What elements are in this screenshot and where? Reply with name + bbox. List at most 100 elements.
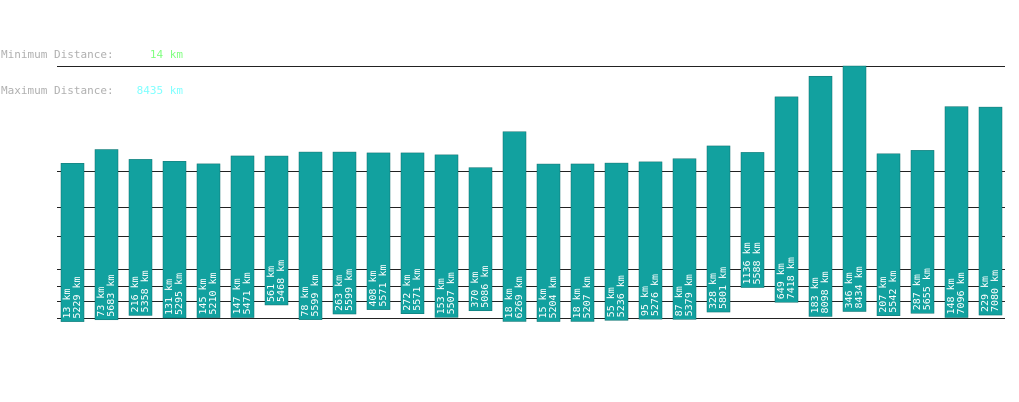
bar-7 xyxy=(298,151,323,320)
bar-6 xyxy=(264,155,289,306)
bar-max-label-19: 5801 km xyxy=(718,267,729,309)
bar-2 xyxy=(128,159,153,316)
bar-23 xyxy=(842,65,867,312)
bar-9 xyxy=(366,152,391,310)
bar-group-22: 183 km 8098 km xyxy=(808,75,833,317)
bar-group-25: 287 km 5655 km xyxy=(910,150,935,314)
bar-min-label-1: 73 km xyxy=(96,287,107,317)
bar-21 xyxy=(774,96,799,303)
bar-19 xyxy=(706,145,731,313)
bar-min-label-7: 78 km xyxy=(300,287,311,317)
bar-0 xyxy=(60,163,85,322)
bar-group-26: 148 km 7096 km xyxy=(944,106,969,318)
bar-group-20: 1136 km 5588 km xyxy=(740,152,765,288)
bar-min-label-6: 561 km xyxy=(266,266,277,302)
bar-min-label-25: 287 km xyxy=(912,274,923,310)
bar-group-21: 649 km 7418 km xyxy=(774,96,799,303)
bar-group-23: 346 km 8434 km xyxy=(842,65,867,312)
bar-group-6: 561 km 5468 km xyxy=(264,155,289,306)
bar-min-label-0: 13 km xyxy=(62,288,73,318)
bar-group-27: 229 km 7080 km xyxy=(978,106,1003,316)
minimum-distance-value: 14 km xyxy=(149,48,183,61)
bar-4 xyxy=(196,163,221,318)
bar-group-5: 147 km 5471 km xyxy=(230,155,255,318)
bar-min-label-18: 87 km xyxy=(674,286,685,316)
bar-min-label-12: 370 km xyxy=(470,272,481,308)
bar-group-1: 73 km 5683 km xyxy=(94,149,119,321)
bar-group-19: 328 km 5801 km xyxy=(706,145,731,313)
bar-min-label-2: 216 km xyxy=(130,276,141,312)
bar-min-label-23: 346 km xyxy=(844,272,855,308)
bar-min-label-20: 1136 km xyxy=(742,242,753,284)
distance-summary: Minimum Distance: 14 km Maximum Distance:… xyxy=(1,25,183,109)
bar-min-label-17: 95 km xyxy=(640,286,651,316)
bar-max-label-23: 8434 km xyxy=(854,266,865,308)
maximum-distance-label: Maximum Distance: xyxy=(1,84,114,97)
bar-max-label-24: 5542 km xyxy=(888,271,899,313)
bar-group-14: 15 km 5204 km xyxy=(536,163,561,322)
bar-25 xyxy=(910,150,935,314)
bar-max-label-27: 7080 km xyxy=(990,270,1001,312)
bar-max-label-15: 5207 km xyxy=(582,276,593,318)
bar-min-label-21: 649 km xyxy=(776,263,787,299)
bar-17 xyxy=(638,161,663,320)
bar-max-label-17: 5276 km xyxy=(650,274,661,316)
bar-18 xyxy=(672,158,697,320)
bar-max-label-1: 5683 km xyxy=(106,275,117,317)
bar-group-4: 145 km 5210 km xyxy=(196,163,221,318)
bar-group-8: 263 km 5599 km xyxy=(332,151,357,315)
bar-min-label-10: 272 km xyxy=(402,275,413,311)
bar-1 xyxy=(94,149,119,321)
minimum-distance-row: Minimum Distance: 14 km xyxy=(1,49,183,61)
bar-group-24: 207 km 5542 km xyxy=(876,153,901,316)
bar-group-15: 18 km 5207 km xyxy=(570,163,595,322)
bar-max-label-2: 5358 km xyxy=(140,270,151,312)
bar-5 xyxy=(230,155,255,318)
bar-max-label-14: 5204 km xyxy=(548,276,559,318)
bar-16 xyxy=(604,162,629,321)
bar-max-label-21: 7418 km xyxy=(786,257,797,299)
bar-group-12: 370 km 5086 km xyxy=(468,167,493,312)
bar-max-label-0: 5229 km xyxy=(72,276,83,318)
bar-max-label-18: 5379 km xyxy=(684,274,695,316)
bar-min-label-13: 18 km xyxy=(504,288,515,318)
bar-22 xyxy=(808,75,833,317)
bar-max-label-16: 5236 km xyxy=(616,275,627,317)
bar-max-label-12: 5086 km xyxy=(480,266,491,308)
bar-27 xyxy=(978,106,1003,316)
bar-min-label-16: 55 km xyxy=(606,287,617,317)
bar-24 xyxy=(876,153,901,316)
bar-max-label-13: 6269 km xyxy=(514,276,525,318)
bar-10 xyxy=(400,152,425,314)
bar-min-label-4: 145 km xyxy=(198,278,209,314)
minimum-distance-label: Minimum Distance: xyxy=(1,48,114,61)
bar-max-label-22: 8098 km xyxy=(820,271,831,313)
bar-group-18: 87 km 5379 km xyxy=(672,158,697,320)
bar-min-label-9: 408 km xyxy=(368,270,379,306)
bar-min-label-26: 148 km xyxy=(946,278,957,314)
maximum-distance-row: Maximum Distance: 8435 km xyxy=(1,85,183,97)
bar-8 xyxy=(332,151,357,315)
bar-group-16: 55 km 5236 km xyxy=(604,162,629,321)
bar-max-label-11: 5507 km xyxy=(446,272,457,314)
bar-min-label-15: 18 km xyxy=(572,288,583,318)
bar-min-label-22: 183 km xyxy=(810,277,821,313)
bar-group-2: 216 km 5358 km xyxy=(128,159,153,316)
bar-group-13: 18 km 6269 km xyxy=(502,131,527,322)
bar-max-label-6: 5468 km xyxy=(276,260,287,302)
bar-min-label-11: 153 km xyxy=(436,278,447,314)
bar-min-label-8: 263 km xyxy=(334,275,345,311)
bar-26 xyxy=(944,106,969,318)
bars: 13 km 5229 km 73 km 5683 km 216 km 5358 km 131… xyxy=(60,65,1003,322)
bar-max-label-20: 5588 km xyxy=(752,242,763,284)
bar-group-7: 78 km 5599 km xyxy=(298,151,323,320)
bar-min-label-5: 147 km xyxy=(232,278,243,314)
bar-group-11: 153 km 5507 km xyxy=(434,154,459,318)
bar-group-17: 95 km 5276 km xyxy=(638,161,663,320)
bar-12 xyxy=(468,167,493,312)
bar-13 xyxy=(502,131,527,322)
bar-14 xyxy=(536,163,561,322)
bar-min-label-14: 15 km xyxy=(538,288,549,318)
bar-group-3: 131 km 5295 km xyxy=(162,161,187,319)
